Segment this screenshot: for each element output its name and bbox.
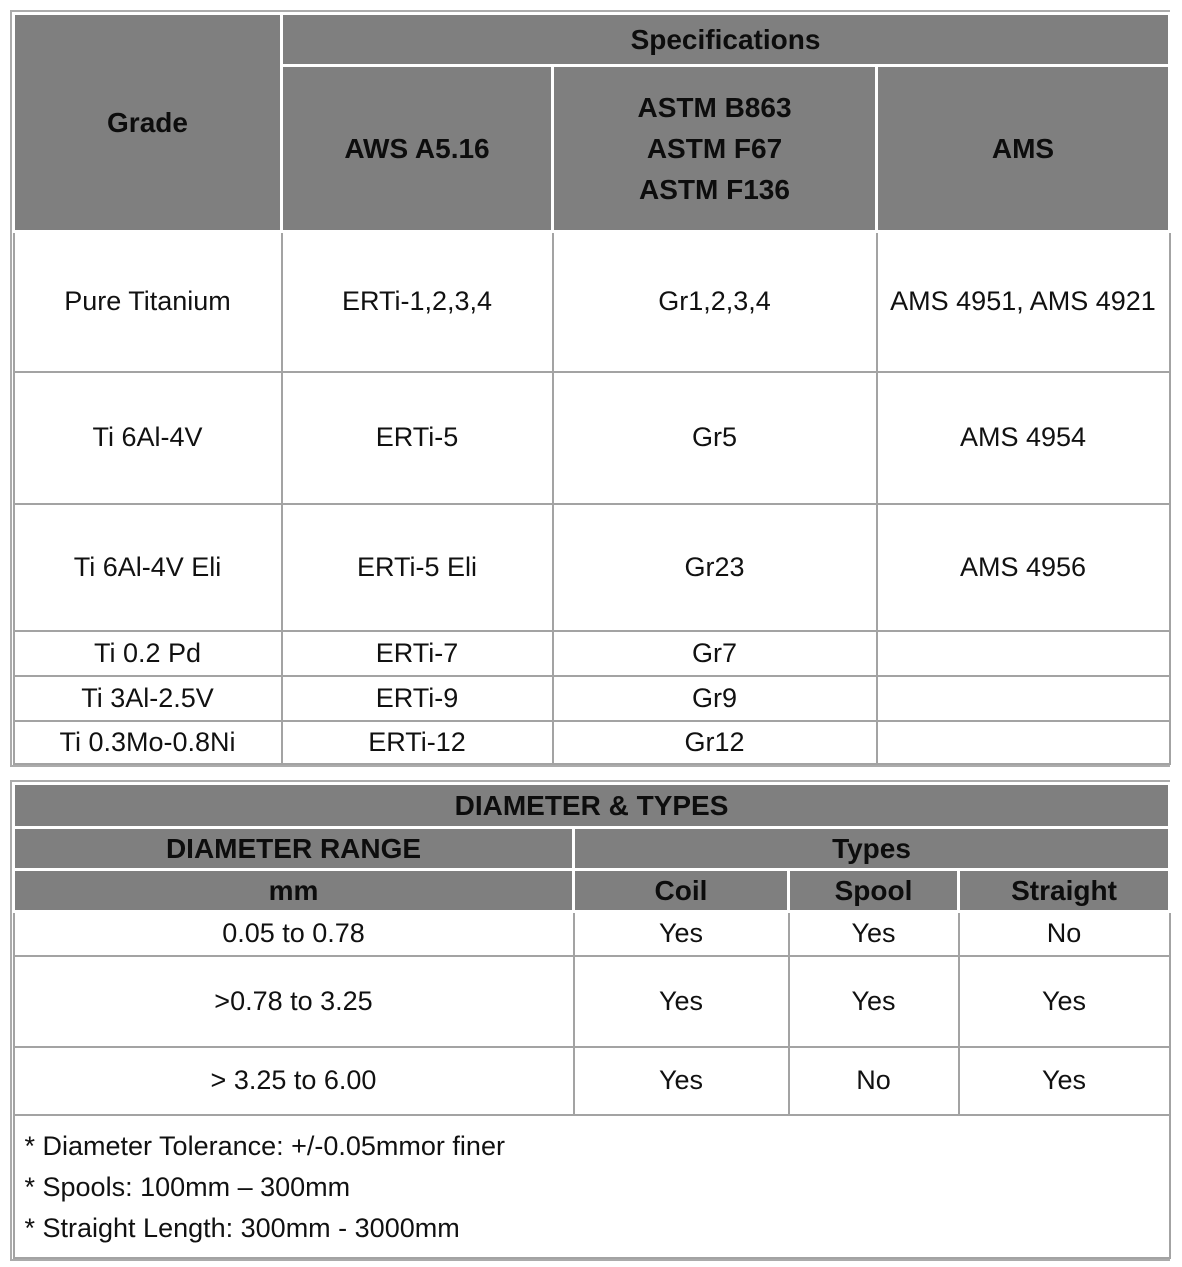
ams-cell bbox=[875, 674, 1171, 722]
diameter-table-container: DIAMETER & TYPES DIAMETER RANGE Types mm… bbox=[10, 780, 1171, 1261]
diameter-title-row: DIAMETER & TYPES bbox=[12, 782, 1171, 829]
range-cell: 0.05 to 0.78 bbox=[12, 910, 575, 957]
astm-cell: Gr9 bbox=[551, 674, 878, 722]
spec-header-row-1: Grade Specifications bbox=[12, 12, 1171, 233]
coil-cell: Yes bbox=[572, 954, 790, 1048]
diameter-subheader-row: mm Coil Spool Straight bbox=[12, 868, 1171, 913]
table-row: Pure Titanium ERTi-1,2,3,4 Gr1,2,3,4 AMS… bbox=[12, 230, 1171, 373]
grade-cell: Ti 0.3Mo-0.8Ni bbox=[12, 719, 283, 765]
astm-cell: Gr1,2,3,4 bbox=[551, 230, 878, 373]
aws-header: AWS A5.16 bbox=[280, 64, 554, 233]
footnotes-cell: * Diameter Tolerance: +/-0.05mmor finer … bbox=[12, 1113, 1171, 1259]
table-row: > 3.25 to 6.00 Yes No Yes bbox=[12, 1045, 1171, 1116]
aws-cell: ERTi-12 bbox=[280, 719, 554, 765]
footnote-line: * Straight Length: 300mm - 3000mm bbox=[24, 1212, 460, 1243]
spool-cell: Yes bbox=[787, 954, 960, 1048]
aws-cell: ERTi-9 bbox=[280, 674, 554, 722]
grade-cell: Pure Titanium bbox=[12, 230, 283, 373]
astm-header-line: ASTM F136 bbox=[639, 174, 790, 205]
astm-cell: Gr7 bbox=[551, 629, 878, 677]
table-row: >0.78 to 3.25 Yes Yes Yes bbox=[12, 954, 1171, 1048]
mm-header: mm bbox=[12, 868, 575, 913]
spec-header-row-2: AWS A5.16 ASTM B863 ASTM F67 ASTM F136 A… bbox=[14, 64, 1171, 233]
types-header: Types bbox=[572, 826, 1171, 871]
table-row: Ti 0.3Mo-0.8Ni ERTi-12 Gr12 bbox=[12, 719, 1171, 765]
diameter-table: DIAMETER & TYPES DIAMETER RANGE Types mm… bbox=[12, 782, 1171, 1259]
table-row: Ti 6Al-4V Eli ERTi-5 Eli Gr23 AMS 4956 bbox=[12, 502, 1171, 632]
range-cell: >0.78 to 3.25 bbox=[12, 954, 575, 1048]
spool-cell: Yes bbox=[787, 910, 960, 957]
specifications-header: Specifications bbox=[280, 12, 1171, 67]
astm-header-line: ASTM B863 bbox=[637, 92, 792, 123]
ams-cell bbox=[875, 719, 1171, 765]
table-row: Ti 6Al-4V ERTi-5 Gr5 AMS 4954 bbox=[12, 370, 1171, 505]
astm-header-line: ASTM F67 bbox=[646, 133, 783, 164]
ams-header: AMS bbox=[875, 64, 1171, 233]
table-row: 0.05 to 0.78 Yes Yes No bbox=[12, 910, 1171, 957]
spool-header: Spool bbox=[787, 868, 960, 913]
footnotes-row: * Diameter Tolerance: +/-0.05mmor finer … bbox=[12, 1113, 1171, 1259]
straight-header: Straight bbox=[957, 868, 1171, 913]
grade-cell: Ti 6Al-4V Eli bbox=[12, 502, 283, 632]
coil-header: Coil bbox=[572, 868, 790, 913]
coil-cell: Yes bbox=[572, 910, 790, 957]
footnote-line: * Spools: 100mm – 300mm bbox=[24, 1171, 351, 1202]
aws-cell: ERTi-5 bbox=[280, 370, 554, 505]
grade-cell: Ti 3Al-2.5V bbox=[12, 674, 283, 722]
grade-header: Grade bbox=[12, 12, 283, 233]
astm-header: ASTM B863 ASTM F67 ASTM F136 bbox=[551, 64, 878, 233]
grade-cell: Ti 6Al-4V bbox=[12, 370, 283, 505]
grade-cell: Ti 0.2 Pd bbox=[12, 629, 283, 677]
astm-cell: Gr5 bbox=[551, 370, 878, 505]
footnote-line: * Diameter Tolerance: +/-0.05mmor finer bbox=[24, 1130, 505, 1161]
astm-cell: Gr12 bbox=[551, 719, 878, 765]
astm-cell: Gr23 bbox=[551, 502, 878, 632]
ams-cell: AMS 4956 bbox=[875, 502, 1171, 632]
straight-cell: Yes bbox=[957, 1045, 1171, 1116]
ams-cell: AMS 4951, AMS 4921 bbox=[875, 230, 1171, 373]
straight-cell: Yes bbox=[957, 954, 1171, 1048]
spec-table-container: Grade Specifications AWS A5.16 ASTM B863… bbox=[10, 10, 1171, 767]
spec-table: Grade Specifications AWS A5.16 ASTM B863… bbox=[12, 12, 1171, 765]
table-row: Ti 0.2 Pd ERTi-7 Gr7 bbox=[12, 629, 1171, 677]
aws-cell: ERTi-5 Eli bbox=[280, 502, 554, 632]
coil-cell: Yes bbox=[572, 1045, 790, 1116]
diameter-range-header: DIAMETER RANGE bbox=[12, 826, 575, 871]
ams-cell bbox=[875, 629, 1171, 677]
spool-cell: No bbox=[787, 1045, 960, 1116]
diameter-types-title: DIAMETER & TYPES bbox=[12, 782, 1171, 829]
ams-cell: AMS 4954 bbox=[875, 370, 1171, 505]
table-row: Ti 3Al-2.5V ERTi-9 Gr9 bbox=[12, 674, 1171, 722]
aws-cell: ERTi-1,2,3,4 bbox=[280, 230, 554, 373]
straight-cell: No bbox=[957, 910, 1171, 957]
aws-cell: ERTi-7 bbox=[280, 629, 554, 677]
range-cell: > 3.25 to 6.00 bbox=[12, 1045, 575, 1116]
diameter-group-header-row: DIAMETER RANGE Types bbox=[12, 826, 1171, 871]
